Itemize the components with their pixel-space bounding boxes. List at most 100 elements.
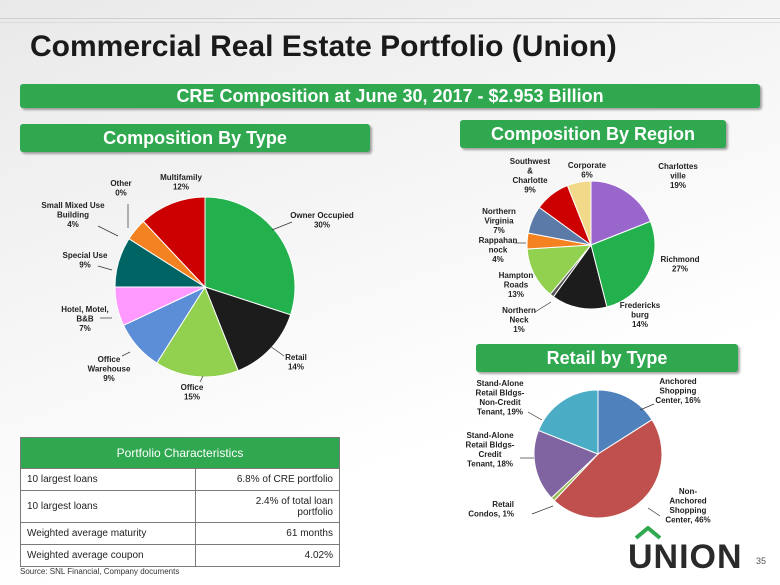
slice-label: Charlottes ville 19% — [658, 162, 698, 190]
table-cell-value: 4.02% — [194, 544, 341, 567]
table-cell-label: 10 largest loans — [20, 490, 196, 523]
slice-label-line: Northern — [502, 306, 536, 315]
slice-label-line: Rappahan — [479, 236, 518, 245]
slice-label-line: Tenant, 18% — [467, 460, 513, 469]
leader-line — [639, 403, 655, 411]
table-row: 10 largest loans 2.4% of total loan port… — [20, 490, 341, 523]
slice-label: Hampton Roads 13% — [499, 271, 534, 299]
source-note: Source: SNL Financial, Company documents — [20, 567, 180, 576]
slice-label-line: Warehouse — [88, 365, 131, 374]
leader-line — [647, 507, 661, 517]
pie-slice — [590, 220, 656, 308]
table-cell-value: 6.8% of CRE portfolio — [194, 468, 341, 491]
table-header: Portfolio Characteristics — [20, 437, 340, 469]
pie-slice — [156, 285, 239, 378]
table-cell-value-line: 2.4% of total loan — [255, 495, 333, 507]
logo-chevron-icon — [634, 526, 662, 540]
slice-label: Office Warehouse 9% — [88, 355, 131, 383]
slice-label-line: 13% — [508, 290, 524, 299]
decorative-line — [0, 18, 780, 19]
slice-label-line: & — [527, 167, 533, 176]
slice-label-line: Corporate — [568, 161, 607, 170]
slice-label-line: 14% — [632, 320, 648, 329]
slice-label: Richmond 27% — [660, 255, 699, 274]
slice-label-line: Charlottes — [658, 162, 698, 171]
pie-slice — [533, 429, 599, 499]
pie-slice — [597, 389, 653, 455]
slice-label-line: Retail — [285, 353, 307, 362]
slice-label-line: 4% — [492, 255, 504, 264]
slice-label: Corporate 6% — [568, 161, 607, 180]
slice-label-line: Small Mixed Use — [41, 201, 105, 210]
slice-label: Stand-Alone Retail Bldgs-Credit Tenant, 18… — [466, 431, 515, 469]
slice-label-line: 9% — [524, 186, 536, 195]
slice-label-line: Stand-Alone — [476, 379, 524, 388]
pie-slice — [204, 286, 292, 372]
slice-label-line: 1% — [513, 325, 525, 334]
decorative-line — [0, 22, 780, 23]
slice-label: Southwest & Charlotte 9% — [510, 157, 551, 195]
slice-label: Anchored Shopping Center, 16% — [655, 377, 700, 405]
slice-label: Small Mixed Use Building 4% — [41, 201, 105, 229]
slice-label-line: Northern — [482, 207, 516, 216]
slice-label: Non-Anchored Shopping Center, 46% — [665, 487, 710, 525]
slice-label-line: Richmond — [660, 255, 699, 264]
slice-label: Stand-Alone Retail Bldgs-Non-Credit Tenant… — [476, 379, 525, 417]
slice-label-line: Shopping — [660, 387, 697, 396]
table-cell-value-line: portfolio — [297, 506, 333, 518]
table-cell-label: 10 largest loans — [20, 468, 196, 491]
table-cell-value: 61 months — [194, 522, 341, 545]
slice-label-line: Fredericks — [620, 301, 661, 310]
slice-label-line: 15% — [184, 393, 200, 402]
slice-label: Retail Condos, 1% — [468, 500, 514, 519]
leader-line — [527, 411, 543, 421]
slice-label-line: Retail — [492, 500, 514, 509]
slice-label-line: 19% — [670, 181, 686, 190]
logo-wordmark: UNION — [628, 538, 743, 576]
leader-line — [97, 225, 119, 237]
slice-label-line: Center, 46% — [665, 516, 710, 525]
slice-label-line: Retail Bldgs- — [466, 441, 515, 450]
page-number: 35 — [756, 556, 767, 566]
table-cell-label: Weighted average maturity — [20, 522, 196, 545]
leader-line — [531, 505, 554, 515]
slice-label-line: Virginia — [484, 217, 514, 226]
leader-line — [534, 301, 552, 313]
slice-label-line: Roads — [504, 281, 529, 290]
slice-label-line: 14% — [288, 363, 304, 372]
table-cell-label: Weighted average coupon — [20, 544, 196, 567]
slice-label-line: Anchored — [669, 497, 706, 506]
slice-label-line: Owner Occupied — [290, 211, 354, 220]
union-logo: UNION — [628, 526, 748, 578]
slice-label: Northern Virginia 7% — [482, 207, 516, 235]
slice-label: Rappahan nock 4% — [479, 236, 518, 264]
slice-label-line: Stand-Alone — [466, 431, 514, 440]
slice-label: Retail 14% — [285, 353, 307, 372]
pie-slice — [142, 196, 206, 289]
portfolio-characteristics-table: Portfolio Characteristics 10 largest loa… — [20, 437, 341, 567]
slice-label-line: Credit — [478, 450, 501, 459]
slice-label-line: Non-Credit — [479, 398, 521, 407]
slice-label-line: 9% — [79, 261, 91, 270]
slice-label-line: 4% — [67, 220, 79, 229]
slice-label: Fredericks burg 14% — [620, 301, 661, 329]
table-cell-value: 2.4% of total loan portfolio — [194, 490, 341, 523]
leader-line — [97, 265, 113, 271]
slice-label: Office 15% — [181, 383, 204, 402]
pie-slice — [553, 419, 663, 519]
slice-label-line: Office — [98, 355, 121, 364]
slice-label-line: Non- — [679, 487, 698, 496]
slice-label: Hotel, Motel, B&B 7% — [61, 305, 109, 333]
slice-label-line: Retail Bldgs- — [476, 389, 525, 398]
slice-label-line: Neck — [509, 316, 529, 325]
slice-label-line: Anchored — [659, 377, 696, 386]
slice-label-line: Center, 16% — [655, 396, 700, 405]
composition-banner: CRE Composition at June 30, 2017 - $2.95… — [20, 84, 760, 108]
slice-label-line: Southwest — [510, 157, 551, 166]
slice-label-line: 9% — [103, 374, 115, 383]
section-header-type: Composition By Type — [20, 124, 370, 152]
table-row: Weighted average maturity 61 months — [20, 522, 341, 545]
slice-label-line: 7% — [79, 324, 91, 333]
slice-label-line: B&B — [76, 315, 94, 324]
section-header-region: Composition By Region — [460, 120, 726, 148]
